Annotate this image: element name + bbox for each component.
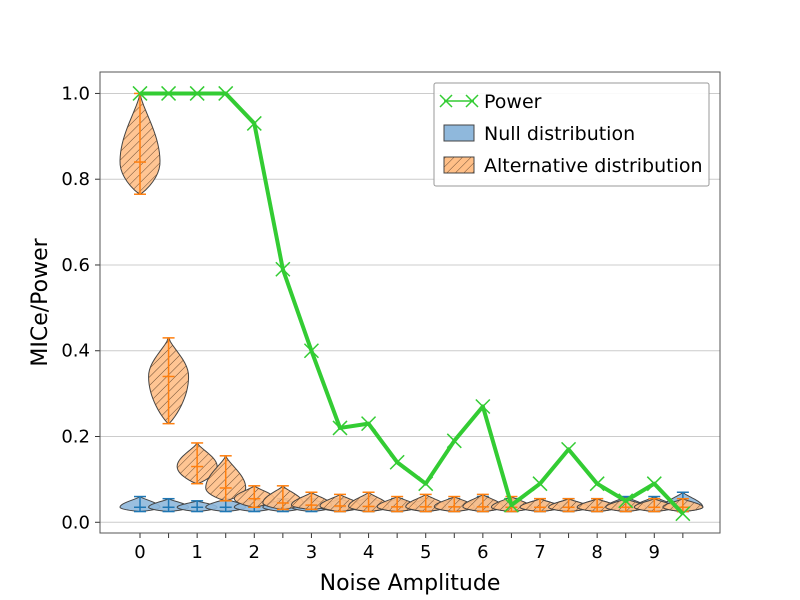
x-axis-label: Noise Amplitude: [320, 571, 501, 596]
legend-box: [433, 82, 710, 187]
power-marker-stroke: [246, 115, 262, 131]
power-marker-stroke: [189, 85, 205, 101]
power-marker: [189, 85, 205, 101]
power-marker: [532, 476, 548, 492]
power-marker-stroke: [132, 85, 148, 101]
power-marker-stroke: [589, 476, 605, 492]
power-marker-stroke: [618, 493, 634, 509]
legend: Power Null distribution Alternative distri…: [433, 82, 710, 187]
plot-frame: [99, 71, 721, 534]
power-marker-stroke: [446, 433, 462, 449]
legend-label: Null distribution: [484, 123, 635, 145]
power-marker-stroke: [218, 85, 234, 101]
power-marker-stroke: [532, 476, 548, 492]
y-tick-label: 1.0: [61, 83, 90, 104]
y-tick-label: 0.0: [61, 512, 90, 533]
power-marker: [161, 85, 177, 101]
power-marker: [332, 420, 348, 436]
legend-alternative-hatch: [444, 157, 474, 173]
power-marker-stroke: [161, 85, 177, 101]
power-marker: [503, 497, 519, 513]
power-marker: [589, 476, 605, 492]
power-marker-stroke: [675, 506, 691, 522]
legend-label: Alternative distribution: [484, 155, 703, 177]
x-tick-label: 0: [134, 542, 145, 563]
power-marker-stroke: [389, 454, 405, 470]
x-tick-label: 4: [363, 542, 374, 563]
power-marker-stroke: [332, 420, 348, 436]
y-tick-label: 0.2: [61, 427, 90, 448]
power-marker: [446, 433, 462, 449]
x-tick-label: 1: [191, 542, 202, 563]
power-marker-stroke: [503, 497, 519, 513]
power-marker-stroke: [418, 476, 434, 492]
power-marker: [418, 476, 434, 492]
y-tick-label: 0.4: [61, 341, 90, 362]
power-marker: [646, 476, 662, 492]
power-marker-stroke: [303, 343, 319, 359]
power-marker: [675, 506, 691, 522]
x-tick-label: 5: [420, 542, 431, 563]
alternative-violins: [119, 92, 704, 513]
legend-label: Power: [484, 91, 542, 113]
power-marker: [246, 115, 262, 131]
power-marker-stroke: [561, 441, 577, 457]
x-tick-label: 2: [249, 542, 260, 563]
power-marker: [618, 493, 634, 509]
power-marker: [275, 261, 291, 277]
power-marker: [561, 441, 577, 457]
x-tick-label: 7: [534, 542, 545, 563]
x-tick-label: 3: [306, 542, 317, 563]
axis-ticks: 0.0 0.2 0.4 0.6 0.8 1.0 0 1 2 3 4 5 6 7 8 9: [61, 83, 684, 563]
x-tick-label: 9: [649, 542, 660, 563]
legend-null-swatch: [443, 124, 475, 142]
power-marker: [132, 85, 148, 101]
y-tick-label: 0.8: [61, 169, 90, 190]
x-tick-label: 8: [591, 542, 602, 563]
power-marker: [389, 454, 405, 470]
power-marker: [361, 416, 377, 432]
power-marker: [475, 398, 491, 415]
power-marker-stroke: [275, 261, 291, 277]
legend-power-marker: [465, 94, 479, 108]
x-tick-label: 6: [477, 542, 488, 563]
power-series: [132, 85, 691, 522]
power-marker-stroke: [475, 398, 491, 415]
y-tick-label: 0.6: [61, 255, 90, 276]
power-marker-stroke: [646, 476, 662, 492]
legend-power-marker: [439, 94, 453, 108]
y-axis-label: MICe/Power: [28, 237, 53, 366]
power-marker: [303, 343, 319, 359]
power-marker: [218, 85, 234, 101]
power-marker-stroke: [361, 416, 377, 432]
